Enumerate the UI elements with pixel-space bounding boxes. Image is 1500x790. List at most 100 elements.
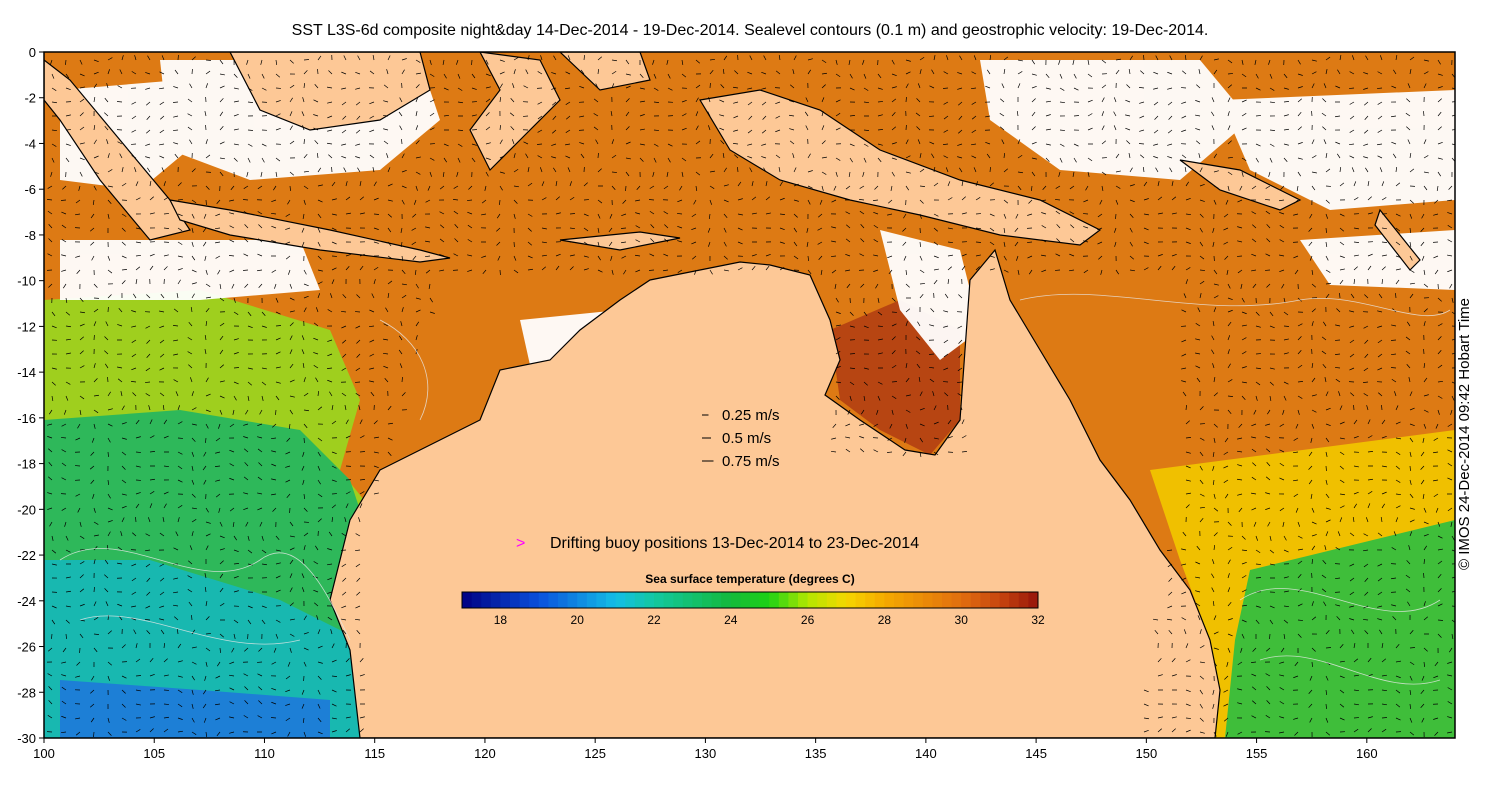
velocity-arrow xyxy=(93,185,97,191)
velocity-arrow xyxy=(1405,112,1411,117)
velocity-arrow xyxy=(302,125,305,131)
velocity-arrow xyxy=(1041,225,1047,229)
velocity-arrow xyxy=(1309,213,1313,219)
velocity-arrow xyxy=(734,154,739,159)
velocity-arrow xyxy=(919,56,925,61)
velocity-arrow xyxy=(204,675,207,681)
copyright-notice: © IMOS 24-Dec-2014 09:42 Hobart Time xyxy=(1456,297,1473,570)
velocity-arrow xyxy=(1213,295,1219,299)
velocity-arrow xyxy=(1381,254,1387,257)
velocity-arrow xyxy=(567,167,571,173)
velocity-arrow xyxy=(331,516,334,523)
velocity-arrow xyxy=(93,423,96,429)
velocity-arrow xyxy=(1045,114,1051,117)
velocity-arrow xyxy=(1097,213,1103,218)
velocity-arrow xyxy=(160,293,165,299)
velocity-arrow xyxy=(1087,59,1090,65)
velocity-arrow xyxy=(233,338,239,341)
velocity-arrow xyxy=(971,143,977,146)
colorbar-cell xyxy=(606,592,617,608)
velocity-arrow xyxy=(1437,111,1442,117)
velocity-arrow xyxy=(48,224,53,229)
velocity-arrow xyxy=(415,185,418,191)
velocity-arrow xyxy=(1168,115,1173,120)
velocity-arrow xyxy=(91,437,95,443)
velocity-arrow xyxy=(891,126,897,131)
velocity-arrow xyxy=(215,703,221,706)
colorbar-cell xyxy=(644,592,655,608)
velocity-arrow xyxy=(345,196,351,201)
velocity-arrow xyxy=(373,436,379,439)
velocity-arrow xyxy=(1027,213,1033,216)
velocity-arrow xyxy=(286,437,291,442)
velocity-arrow xyxy=(79,126,85,131)
velocity-arrow xyxy=(47,476,53,481)
velocity-arrow xyxy=(1325,479,1328,485)
velocity-arrow xyxy=(429,99,435,103)
velocity-arrow xyxy=(541,241,547,244)
velocity-arrow xyxy=(90,451,95,456)
velocity-arrow xyxy=(106,139,109,145)
velocity-arrow xyxy=(202,703,207,709)
velocity-arrows xyxy=(46,54,1455,738)
velocity-arrow xyxy=(957,156,963,159)
y-tick-label: -18 xyxy=(17,457,36,472)
velocity-arrow xyxy=(1255,115,1262,117)
velocity-arrow xyxy=(709,269,713,275)
velocity-arrow xyxy=(961,265,966,271)
velocity-arrow xyxy=(1353,227,1359,230)
velocity-arrow xyxy=(173,142,179,145)
velocity-arrow xyxy=(1087,99,1093,103)
velocity-arrow xyxy=(1199,269,1206,271)
velocity-arrow xyxy=(411,227,417,231)
velocity-arrow xyxy=(597,269,603,273)
velocity-arrow xyxy=(944,293,949,299)
velocity-arrow xyxy=(61,731,67,734)
velocity-arrow xyxy=(1167,129,1173,134)
velocity-arrow xyxy=(275,297,279,303)
velocity-arrow xyxy=(173,339,179,342)
velocity-arrow xyxy=(271,731,277,735)
velocity-arrow xyxy=(1283,619,1289,624)
velocity-arrow xyxy=(845,436,851,439)
velocity-arrow xyxy=(960,405,963,411)
velocity-arrow xyxy=(275,100,281,103)
colorbar-cell xyxy=(1018,592,1029,608)
velocity-arrow xyxy=(107,153,110,159)
velocity-arrow xyxy=(1349,591,1355,596)
velocity-arrow xyxy=(1364,115,1369,121)
velocity-arrow xyxy=(1377,101,1383,105)
velocity-arrow xyxy=(1311,507,1315,513)
velocity-arrow xyxy=(1212,479,1215,485)
velocity-arrow xyxy=(177,730,183,733)
velocity-arrow xyxy=(90,213,95,219)
velocity-arrow xyxy=(65,535,69,541)
velocity-arrow xyxy=(1227,379,1233,383)
velocity-arrow xyxy=(971,155,977,159)
velocity-arrow xyxy=(1083,269,1089,274)
velocity-arrow xyxy=(1182,391,1187,397)
velocity-arrow xyxy=(369,339,375,343)
velocity-arrow xyxy=(1353,689,1359,692)
velocity-arrow xyxy=(163,254,169,257)
velocity-arrow xyxy=(541,181,545,187)
velocity-arrow xyxy=(1339,213,1345,217)
velocity-arrow xyxy=(1199,437,1205,441)
velocity-arrow xyxy=(1377,353,1383,358)
velocity-arrow xyxy=(1339,505,1345,509)
velocity-arrow xyxy=(849,311,854,316)
velocity-arrow xyxy=(191,437,196,442)
velocity-arrow xyxy=(219,283,222,289)
velocity-arrow xyxy=(285,213,291,217)
velocity-arrow xyxy=(177,182,182,187)
velocity-arrow xyxy=(303,615,307,621)
velocity-arrow xyxy=(149,212,155,215)
colorbar-cell xyxy=(817,592,828,608)
land-new-guinea xyxy=(699,89,1102,246)
colorbar-cell xyxy=(481,592,492,608)
velocity-arrow xyxy=(835,366,841,369)
velocity-arrow xyxy=(496,213,501,219)
velocity-arrow xyxy=(117,562,123,565)
velocity-arrow xyxy=(425,255,431,258)
velocity-arrow xyxy=(1269,619,1274,625)
